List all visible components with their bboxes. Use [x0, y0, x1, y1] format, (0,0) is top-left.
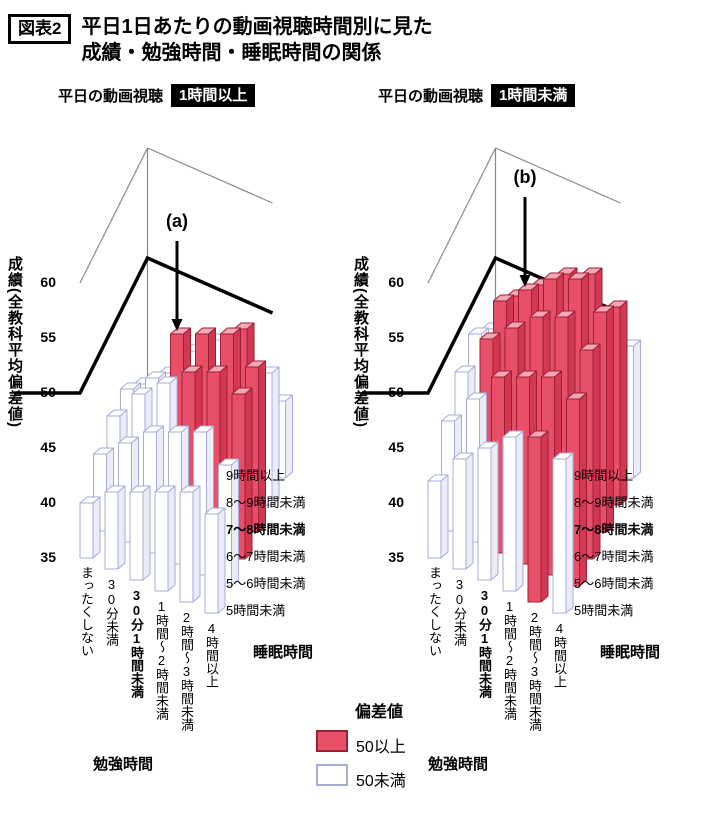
page-title: 平日1日あたりの動画視聴時間別に見た 成績・勉強時間・睡眠時間の関係 [81, 14, 432, 66]
header: 図表2 平日1日あたりの動画視聴時間別に見た 成績・勉強時間・睡眠時間の関係 [8, 14, 433, 66]
chart-right-subtitle: 平日の動画視聴 [378, 88, 484, 105]
video-time-badge-left: 1時間以上 [171, 84, 256, 107]
bar-over50 [619, 300, 628, 506]
legend-swatch-50minus [316, 764, 348, 786]
bar-over50 [606, 305, 614, 533]
bar-under50 [477, 447, 492, 581]
bar-under50 [179, 491, 194, 603]
bar-under50 [552, 458, 567, 614]
value-axis-title-left: 成績(全教科平均偏差値) [6, 256, 23, 428]
bar-over50 [258, 360, 266, 533]
study-axis-title-right: 勉強時間 [428, 756, 489, 773]
bar-under50 [465, 452, 474, 570]
legend-title: 偏差値 [355, 704, 404, 721]
bar-under50 [271, 366, 280, 506]
chart-left-subtitle: 平日の動画視聴 [58, 88, 164, 105]
bar-under50 [192, 485, 201, 603]
bar-over50 [527, 436, 542, 603]
grid-50-line [14, 255, 274, 395]
bar-under50 [104, 491, 119, 570]
sleep-axis-title-left: 睡眠時間 [253, 644, 314, 661]
bar-under50 [142, 485, 151, 581]
annotation-arrowhead [171, 319, 183, 331]
bar-under50 [92, 496, 101, 559]
bar-under50 [440, 474, 449, 559]
bar-under50 [452, 458, 467, 570]
bar-over50 [244, 387, 253, 560]
annotation-arrowhead [519, 275, 531, 287]
chart-left-header: 平日の動画視聴 1時間以上 [58, 84, 256, 107]
legend-swatch-50plus [316, 730, 348, 752]
sleep-axis-title-right: 睡眠時間 [600, 644, 661, 661]
legend-label-50plus: 50以上 [356, 739, 406, 756]
bar-under50 [515, 430, 524, 592]
bar-under50 [154, 491, 169, 592]
bar-over50 [592, 343, 601, 560]
bar-under50 [117, 485, 126, 570]
bar-under50 [427, 480, 442, 559]
bar-under50 [490, 441, 499, 581]
chart-svg-left [14, 147, 293, 614]
bar-under50 [285, 394, 293, 479]
video-time-badge-right: 1時間未満 [491, 84, 576, 107]
bar-under50 [502, 436, 517, 592]
bar-under50 [633, 339, 641, 479]
figure-tag: 図表2 [8, 14, 72, 44]
study-axis-title-left: 勉強時間 [93, 756, 154, 773]
page-title-line2: 成績・勉強時間・睡眠時間の関係 [81, 42, 382, 64]
bar-under50 [79, 502, 94, 559]
bar-under50 [217, 507, 226, 614]
chart-svg-right [362, 147, 641, 614]
value-axis-title-right: 成績(全教科平均偏差値) [352, 256, 369, 428]
chart-right-header: 平日の動画視聴 1時間未満 [378, 84, 576, 107]
bar-under50 [204, 513, 219, 614]
bar-under50 [231, 458, 239, 587]
bar-over50 [540, 430, 549, 603]
bar-over50 [579, 392, 587, 587]
bar-under50 [129, 491, 144, 581]
page-title-line1: 平日1日あたりの動画視聴時間別に見た [81, 16, 433, 38]
bar-under50 [167, 485, 176, 592]
legend-label-50minus: 50未満 [356, 773, 406, 790]
bar-under50 [565, 452, 574, 614]
